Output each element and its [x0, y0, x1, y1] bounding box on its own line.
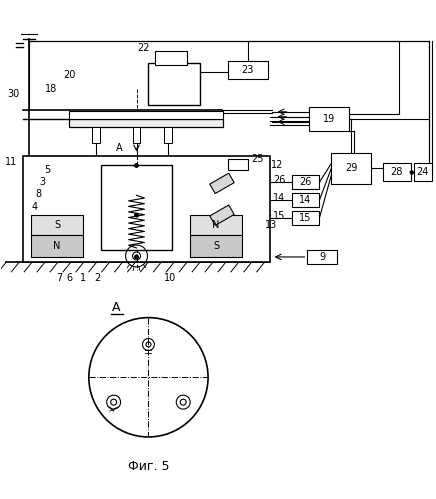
Text: 18: 18 — [45, 84, 57, 94]
Text: 19: 19 — [323, 114, 335, 124]
Text: 13: 13 — [266, 220, 278, 230]
Text: 5: 5 — [44, 166, 50, 176]
Bar — [331, 153, 371, 184]
Text: 9: 9 — [319, 252, 325, 262]
Text: 4: 4 — [31, 202, 37, 212]
Bar — [292, 193, 319, 207]
Bar — [228, 159, 248, 171]
Bar — [310, 107, 349, 131]
Text: 26: 26 — [299, 177, 312, 188]
Bar — [23, 156, 270, 262]
Bar — [69, 119, 223, 127]
Text: 24: 24 — [416, 168, 429, 178]
Bar — [292, 176, 319, 189]
Bar — [228, 61, 268, 79]
Circle shape — [134, 254, 139, 259]
Text: 30: 30 — [7, 89, 20, 99]
Circle shape — [134, 163, 139, 168]
Bar — [92, 127, 100, 143]
Bar — [31, 235, 83, 257]
Text: 22: 22 — [137, 43, 150, 53]
Text: 14: 14 — [300, 195, 312, 205]
Text: А: А — [116, 143, 123, 153]
Circle shape — [409, 170, 414, 175]
Text: S: S — [213, 241, 219, 251]
Bar — [31, 215, 83, 235]
Text: А: А — [112, 301, 121, 314]
Bar — [307, 250, 337, 264]
Text: 10: 10 — [164, 273, 177, 283]
Text: N: N — [53, 241, 61, 251]
Circle shape — [134, 213, 139, 218]
Text: 6: 6 — [66, 273, 72, 283]
Text: 25: 25 — [252, 154, 264, 164]
Bar — [69, 111, 223, 119]
Text: 15: 15 — [299, 213, 312, 223]
Bar — [101, 166, 172, 250]
Bar — [383, 164, 411, 181]
Bar — [414, 164, 432, 181]
Text: 26: 26 — [273, 175, 286, 186]
Text: 1: 1 — [80, 273, 86, 283]
Text: 28: 28 — [391, 168, 403, 178]
Text: 15: 15 — [273, 211, 286, 221]
Text: S: S — [54, 220, 60, 230]
Text: 11: 11 — [5, 158, 17, 168]
Polygon shape — [210, 205, 234, 226]
Text: 8: 8 — [35, 189, 41, 199]
Text: 14: 14 — [273, 193, 286, 203]
Bar — [164, 127, 172, 143]
Polygon shape — [210, 173, 234, 194]
Text: N: N — [212, 220, 220, 230]
Bar — [190, 215, 242, 235]
Text: 2: 2 — [95, 273, 101, 283]
Text: 20: 20 — [63, 70, 75, 80]
Text: Фиг. 5: Фиг. 5 — [128, 460, 169, 473]
Text: 23: 23 — [242, 65, 254, 75]
Text: 7: 7 — [56, 273, 62, 283]
Bar — [155, 51, 187, 65]
Bar — [292, 211, 319, 225]
Bar — [133, 127, 140, 143]
Text: 3: 3 — [39, 177, 45, 188]
Text: 29: 29 — [345, 164, 358, 174]
Bar — [148, 63, 200, 105]
Bar — [190, 235, 242, 257]
Text: 12: 12 — [271, 161, 283, 171]
